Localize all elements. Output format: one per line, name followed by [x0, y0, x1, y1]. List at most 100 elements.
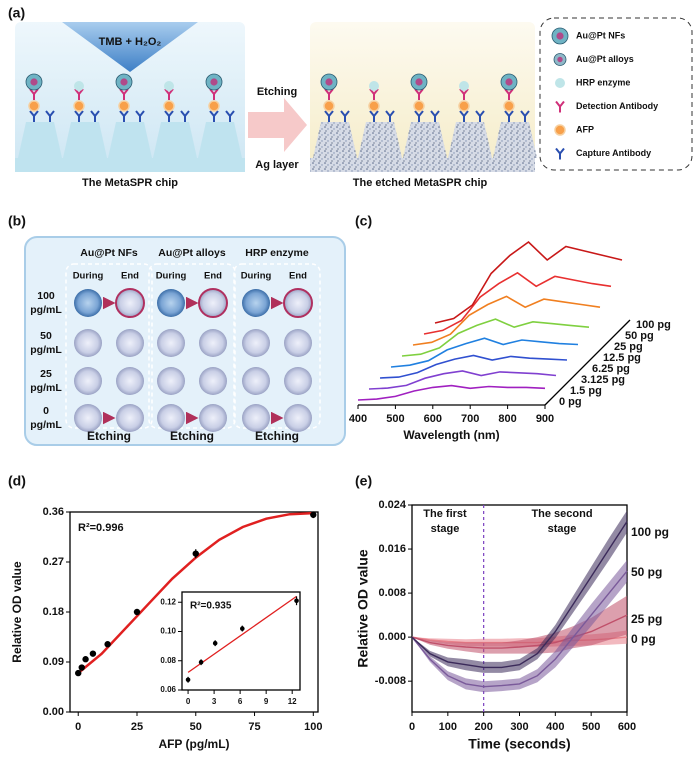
y-tick-label: 0.10 — [160, 627, 176, 636]
nanoparticle-core — [505, 78, 513, 86]
afp-icon — [458, 100, 470, 112]
phase-header: During — [156, 271, 187, 282]
y-axis-label: Relative OD value — [10, 561, 24, 663]
antibody-icon — [164, 88, 174, 100]
well — [157, 289, 185, 317]
data-point — [240, 626, 245, 631]
data-point — [294, 598, 299, 604]
y-tick-label: 0.024 — [378, 499, 406, 511]
y-tick-label: 0.000 — [378, 631, 406, 643]
antibody-icon — [430, 110, 440, 122]
legend-label: AFP — [576, 124, 594, 134]
footer-label: Etching — [170, 429, 214, 443]
antibody-icon — [459, 88, 469, 100]
series-label: 100 pg — [636, 319, 671, 331]
spectrum-line — [412, 295, 601, 346]
hrp-icon — [164, 81, 174, 91]
antibody-icon — [504, 110, 514, 122]
chip-pillar — [108, 122, 152, 158]
chip-base — [15, 158, 245, 172]
chip-pillar — [448, 122, 492, 158]
antibody-icon — [135, 110, 145, 122]
antibody-icon — [74, 110, 84, 122]
antibody-icon — [555, 100, 565, 113]
y-tick-label: -0.008 — [375, 675, 406, 687]
row-label: 100 — [37, 290, 55, 302]
spectrum-line — [379, 354, 568, 379]
well — [157, 367, 185, 395]
antibody-icon — [459, 110, 469, 122]
phase-header: During — [241, 271, 272, 282]
series-label: 100 pg — [631, 525, 669, 539]
data-point — [192, 550, 199, 557]
y-tick-label: 0.016 — [378, 543, 406, 555]
fit-line — [187, 595, 297, 673]
well — [116, 404, 144, 432]
nanoparticle-core — [30, 78, 38, 86]
footer-label: Etching — [255, 429, 299, 443]
data-point — [133, 608, 141, 616]
chip-pillar — [18, 122, 62, 158]
y-tick-label: 0.09 — [43, 656, 64, 668]
well — [116, 367, 144, 395]
chip-caption: The MetaSPR chip — [82, 177, 178, 189]
process-label: Etching — [257, 86, 297, 98]
series-label: 25 pg — [614, 341, 643, 353]
data-point — [89, 650, 97, 657]
well — [199, 367, 227, 395]
well — [284, 329, 312, 357]
legend-label: Au@Pt alloys — [576, 54, 634, 64]
well — [115, 288, 145, 318]
well — [116, 329, 144, 357]
mean-line — [411, 521, 628, 669]
series-label: 25 pg — [631, 612, 662, 626]
well — [198, 288, 228, 318]
x-tick-label: 0 — [75, 721, 81, 733]
antibody-icon — [324, 110, 334, 122]
y-axis-label: Relative OD value — [355, 549, 371, 667]
afp-icon — [163, 100, 175, 112]
hrp-icon — [74, 81, 84, 91]
phase-header: End — [121, 271, 139, 282]
x-tick-label: 400 — [349, 413, 367, 425]
x-tick-label: 400 — [546, 721, 564, 733]
panel-label: (e) — [355, 473, 372, 489]
nanoparticle-core — [325, 78, 333, 86]
x-tick-label: 900 — [536, 413, 554, 425]
antibody-icon — [475, 110, 485, 122]
row-label: pg/mL — [30, 304, 62, 316]
reagent-label: TMB + H₂O₂ — [99, 36, 162, 48]
antibody-icon — [340, 110, 350, 122]
legend-box — [539, 17, 693, 171]
x-tick-label: 100 — [304, 721, 322, 733]
legend-label: Capture Antibody — [576, 148, 651, 158]
photo-panel — [24, 236, 346, 446]
y-tick-label: 0.08 — [160, 656, 176, 665]
phase-header: During — [73, 271, 104, 282]
row-label: pg/mL — [30, 419, 62, 431]
well — [74, 329, 102, 357]
x-tick-label: 9 — [264, 697, 269, 706]
x-tick-label: 0 — [186, 697, 191, 706]
phase-header: End — [289, 271, 307, 282]
footer-label: Etching — [87, 429, 131, 443]
x-tick-label: 500 — [582, 721, 600, 733]
x-tick-label: 500 — [386, 413, 404, 425]
afp-icon — [118, 100, 130, 112]
data-point — [82, 656, 89, 663]
spectrum-line — [357, 384, 546, 401]
spectrum-line — [390, 337, 579, 368]
column-header: HRP enzyme — [245, 247, 309, 259]
antibody-icon — [414, 110, 424, 122]
well — [157, 404, 185, 432]
y-tick-label: 0.00 — [43, 706, 64, 718]
well — [74, 404, 102, 432]
y-tick-label: 0.008 — [378, 587, 406, 599]
afp-icon — [368, 100, 380, 112]
antibody-icon — [369, 88, 379, 100]
spectrum-line — [368, 370, 557, 390]
antibody-icon — [180, 110, 190, 122]
x-tick-label: 0 — [409, 721, 415, 733]
y-tick-label: 0.06 — [160, 685, 176, 694]
